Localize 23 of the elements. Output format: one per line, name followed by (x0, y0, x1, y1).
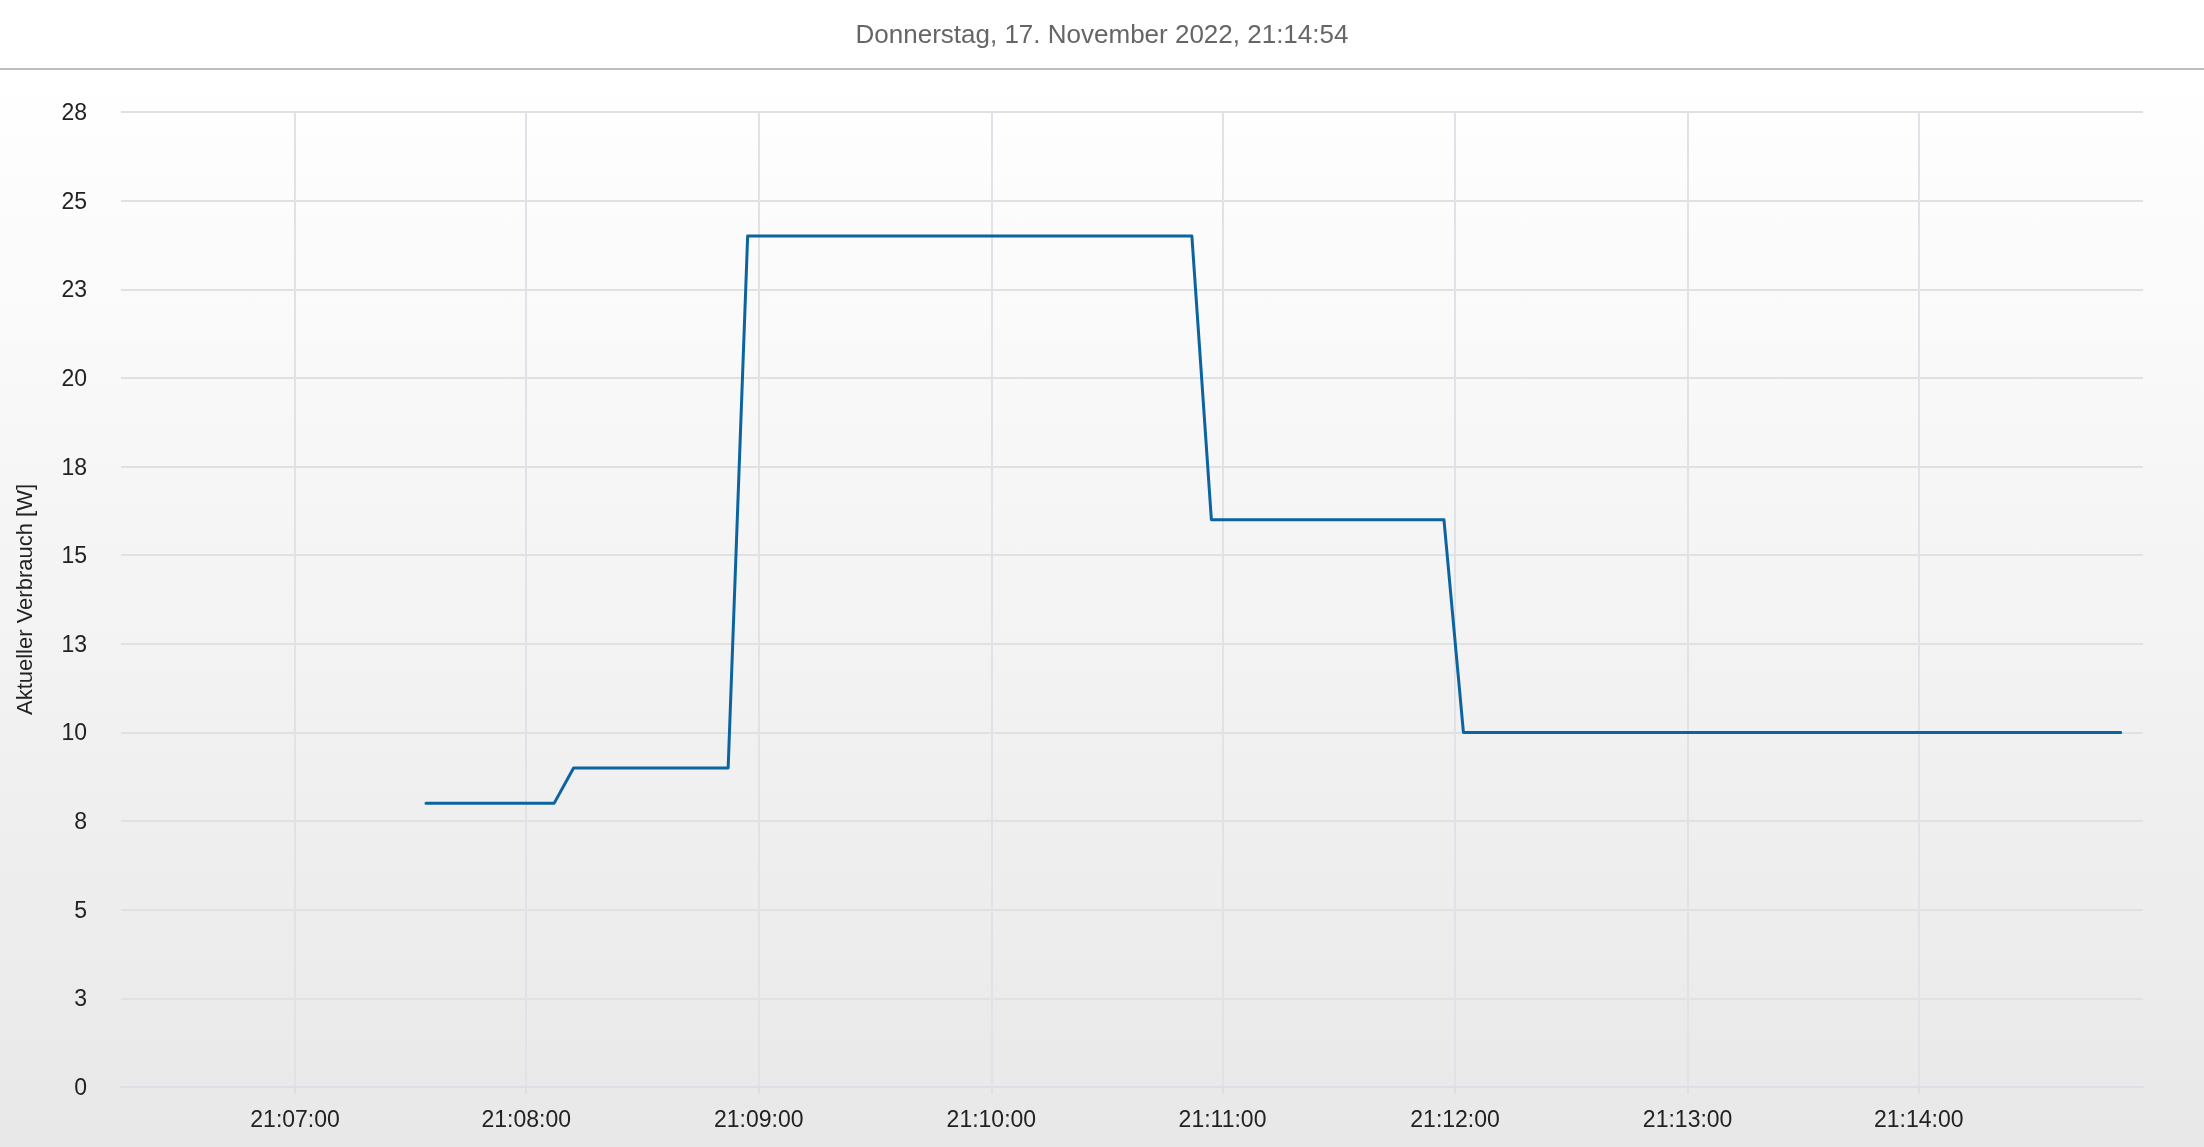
x-tick-label: 21:11:00 (1178, 1105, 1267, 1132)
y-tick-label: 5 (74, 896, 87, 923)
chart-title: Donnerstag, 17. November 2022, 21:14:54 (855, 18, 1349, 50)
y-tick-label: 28 (61, 99, 87, 125)
x-tick-label: 21:09:00 (714, 1105, 804, 1132)
y-tick-label: 13 (61, 630, 87, 657)
y-tick-label: 3 (74, 985, 87, 1012)
x-tick-label: 21:14:00 (1874, 1105, 1964, 1132)
y-tick-label: 20 (61, 364, 87, 391)
x-tick-label: 21:12:00 (1410, 1105, 1500, 1132)
x-tick-label: 21:13:00 (1642, 1105, 1733, 1132)
y-tick-label: 10 (61, 719, 87, 746)
x-tick-label: 21:08:00 (481, 1105, 571, 1132)
y-axis-title: Aktueller Verbrauch [W] (11, 483, 37, 716)
y-tick-label: 25 (61, 187, 87, 214)
y-tick-label: 15 (61, 542, 87, 569)
x-tick-label: 21:10:00 (946, 1105, 1037, 1132)
line-series (424, 234, 2123, 805)
y-tick-label: 8 (74, 808, 87, 835)
x-tick-label: 21:07:00 (250, 1105, 340, 1132)
y-tick-label: 0 (74, 1074, 87, 1100)
y-tick-label: 18 (61, 453, 87, 480)
y-tick-label: 23 (61, 276, 87, 303)
